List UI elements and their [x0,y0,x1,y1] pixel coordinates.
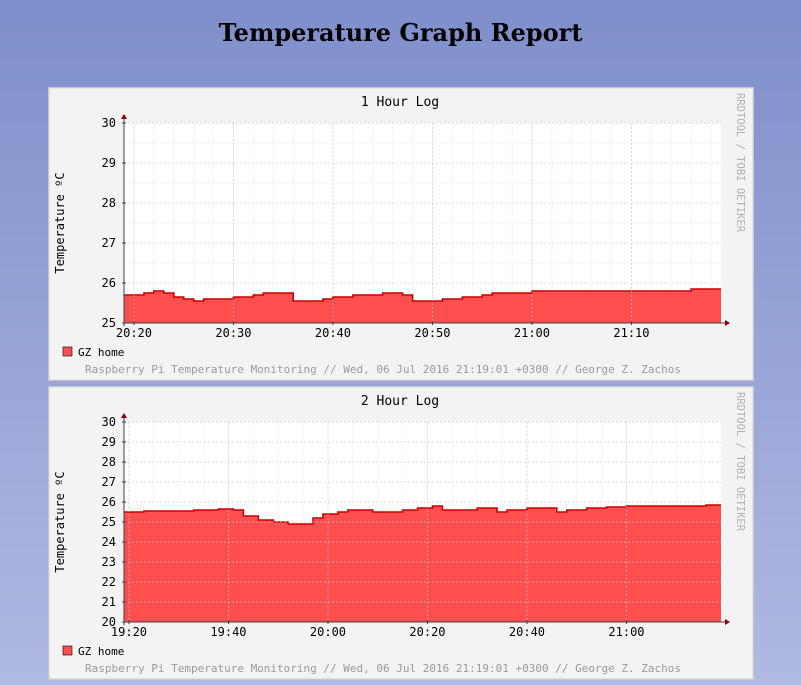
y-tick-label: 23 [102,555,116,569]
y-tick-label: 29 [102,435,116,449]
series-line-gz-home [124,504,721,525]
series-line-gz-home [124,288,721,302]
y-tick-label: 28 [102,196,116,210]
x-tick-label: 19:20 [111,625,147,639]
series-area-gz-home [124,289,721,323]
y-tick-label: 22 [102,575,116,589]
watermark-text: RRDTOOL / TOBI OETIKER [734,93,746,233]
x-tick-label: 21:10 [613,326,649,340]
x-axis-arrow [725,619,730,625]
x-tick-label: 20:40 [315,326,351,340]
x-tick-label: 20:20 [409,625,445,639]
y-tick-label: 26 [102,495,116,509]
y-tick-label: 28 [102,455,116,469]
two-hour-graph-panel: 20 21 22 23 24 25 26 27 28 29 30 19:20 19:40 20:00 20:… [48,386,754,680]
x-tick-label: 21:00 [514,326,550,340]
y-tick-label: 21 [102,595,116,609]
major-grid [124,122,721,323]
legend-label-gz-home: GZ home [78,346,124,359]
two-hour-chart-svg: 20 21 22 23 24 25 26 27 28 29 30 19:20 19:40 20:00 20:… [53,392,746,675]
chart-title: 2 Hour Log [361,394,439,409]
y-tick-label: 27 [102,236,116,250]
legend-label-gz-home: GZ home [78,645,124,658]
y-tick-label: 25 [102,515,116,529]
x-tick-label: 21:00 [608,625,644,639]
footer-text: Raspberry Pi Temperature Monitoring // W… [85,662,681,675]
y-tick-label: 26 [102,276,116,290]
legend-swatch-gz-home [62,645,73,656]
y-tick-label: 30 [102,116,116,130]
series-area-gz-home [124,505,721,622]
chart-title: 1 Hour Log [361,95,439,110]
y-axis-label: Temperature ºC [53,172,67,273]
legend-swatch-gz-home [62,346,73,357]
one-hour-chart-svg: 25 26 27 28 29 30 20:20 20:30 20:40 20:50 21:00 21:… [53,93,746,376]
x-tick-label: 19:40 [210,625,246,639]
y-tick-label: 24 [102,535,116,549]
y-axis-label: Temperature ºC [53,471,67,572]
footer-text: Raspberry Pi Temperature Monitoring // W… [85,363,681,376]
watermark-text: RRDTOOL / TOBI OETIKER [734,392,746,532]
x-tick-label: 20:00 [310,625,346,639]
y-tick-label: 27 [102,475,116,489]
page-title: Temperature Graph Report [218,18,583,47]
y-axis-arrow [121,413,127,418]
x-tick-label: 20:20 [116,326,152,340]
y-tick-label: 25 [102,316,116,330]
one-hour-graph-panel: 25 26 27 28 29 30 20:20 20:30 20:40 20:50 21:00 21:… [48,87,754,381]
y-tick-label: 20 [102,615,116,629]
x-tick-label: 20:40 [509,625,545,639]
major-grid [124,421,721,622]
x-axis-arrow [725,320,730,326]
y-tick-label: 29 [102,156,116,170]
x-tick-label: 20:50 [414,326,450,340]
y-tick-label: 30 [102,415,116,429]
y-axis-arrow [121,114,127,119]
x-tick-label: 20:30 [215,326,251,340]
